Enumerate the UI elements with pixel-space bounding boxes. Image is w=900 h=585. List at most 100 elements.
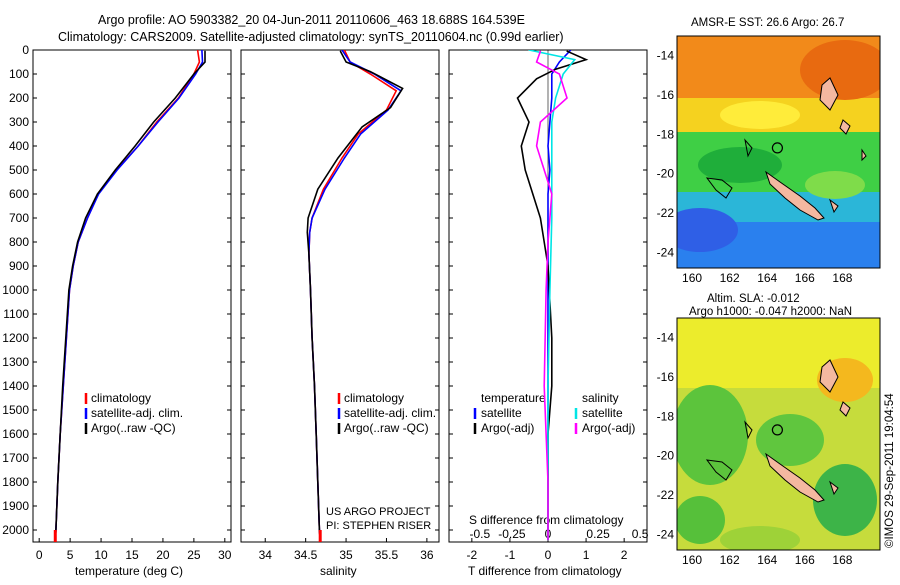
sal-data-point — [309, 289, 312, 291]
legend-title-temperature: temperature — [481, 391, 546, 405]
sla-lat-label: -16 — [657, 370, 675, 384]
sal-data-point — [324, 188, 326, 190]
sla-lat-label: -18 — [657, 409, 675, 423]
depth-tick-label: 300 — [9, 115, 29, 129]
diff-data-point — [551, 385, 553, 387]
sal-data-point — [402, 87, 404, 89]
salinity-xlabel: salinity — [320, 564, 357, 578]
temp-data-point — [174, 97, 176, 99]
depth-tick-label: 1300 — [2, 355, 29, 369]
diff-data-point — [551, 169, 553, 171]
legend-title-salinity: salinity — [582, 391, 619, 405]
diff-data-point — [551, 337, 553, 339]
temp-xtick-label: 30 — [218, 548, 232, 562]
temp-data-point — [195, 73, 197, 75]
sal-series-group — [306, 50, 404, 542]
sla-lat-label: -24 — [657, 527, 675, 541]
sst-lat-label: -16 — [657, 88, 675, 102]
diff-data-point — [549, 169, 551, 171]
temp-data-point — [68, 289, 70, 291]
sst-map-coast — [705, 77, 867, 221]
sla-lon-label: 162 — [720, 553, 740, 567]
sla-map-frame — [676, 317, 881, 551]
sal-data-point — [308, 253, 310, 255]
sla-lat-label: -14 — [657, 331, 675, 345]
diff-data-point — [558, 61, 561, 63]
diff-data-point — [551, 217, 553, 219]
sla-lon-label: 164 — [757, 553, 777, 567]
diff-data-point — [536, 145, 538, 147]
sal-xtick-label: 36 — [420, 548, 434, 562]
diff-data-point — [536, 78, 538, 80]
diff-data-point — [555, 68, 557, 70]
depth-tick-label: 400 — [9, 139, 29, 153]
legend-label-s-argo: Argo(-adj) — [582, 421, 635, 435]
sal-data-point — [357, 133, 359, 135]
sal-data-point — [361, 126, 363, 128]
temp-xtick-label: 20 — [156, 548, 170, 562]
sal-data-point — [311, 217, 313, 219]
sal-data-point — [395, 90, 397, 92]
temp-series-climatology — [54, 50, 201, 540]
sal-data-point — [345, 61, 347, 63]
sal-data-point — [307, 217, 309, 219]
sla-map-title-2: Argo h1000: -0.047 h2000: NaN — [689, 306, 852, 318]
sal-data-point — [337, 157, 339, 159]
depth-tick-label: 1800 — [2, 475, 29, 489]
depth-tick-label: 1200 — [2, 331, 29, 345]
sla-lat-label: -20 — [657, 449, 675, 463]
temp-data-point — [57, 481, 59, 483]
diff-data-point — [532, 193, 534, 195]
temp-data-point — [59, 433, 61, 435]
diff-series-group — [516, 50, 589, 541]
temp-series-argo — [54, 51, 206, 540]
diff-data-point — [547, 241, 549, 243]
sal-data-point — [389, 107, 392, 109]
sla-map-field — [677, 318, 880, 550]
diff-data-point — [549, 289, 551, 291]
diff-data-point — [539, 121, 542, 123]
sal-data-point — [343, 50, 345, 51]
sst-lat-label: -18 — [657, 127, 675, 141]
tick-layer: 0100200300400500600700800900100011001200… — [2, 43, 852, 567]
diff-series-temperature-satellite — [547, 50, 572, 540]
temp-data-point — [153, 121, 155, 123]
temp-data-point — [72, 265, 74, 267]
temp-data-point — [198, 61, 200, 63]
salinity-axes — [240, 49, 440, 543]
sal-data-point — [315, 433, 317, 435]
diff-data-point — [547, 481, 549, 483]
diff-data-point — [539, 50, 542, 52]
diff-data-point — [516, 97, 519, 99]
temp-xtick-label: 10 — [94, 548, 108, 562]
diff-top-tick-label: -0.25 — [498, 527, 526, 541]
difference-legend: temperature salinity satellite Argo(-adj… — [473, 391, 635, 435]
sst-lon-label: 164 — [757, 271, 777, 285]
depth-tick-label: 1700 — [2, 451, 29, 465]
temp-data-point — [137, 145, 139, 147]
diff-data-point — [528, 121, 530, 123]
temp-data-point — [201, 50, 203, 51]
temp-data-point — [204, 61, 206, 63]
diff-xtick-label: -2 — [467, 548, 478, 562]
salinity-legend: climatology satellite-adj. clim. Argo(..… — [337, 391, 436, 435]
sal-xtick-label: 35 — [339, 548, 353, 562]
diff-data-point — [566, 97, 568, 99]
temp-data-point — [65, 337, 67, 339]
depth-tick-label: 1500 — [2, 403, 29, 417]
legend-label-sat: satellite-adj. clim. — [91, 406, 183, 420]
sst-float-marker — [771, 142, 784, 154]
sal-data-point — [343, 157, 345, 159]
diff-xtick-label: -1 — [505, 548, 516, 562]
depth-tick-label: 1400 — [2, 379, 29, 393]
diff-data-point — [545, 289, 547, 291]
diff-data-point — [520, 145, 522, 147]
sst-map-field — [677, 36, 880, 268]
sal-data-point — [341, 50, 343, 51]
legend-label-t-sat: satellite — [481, 406, 522, 420]
diff-data-point — [547, 385, 549, 387]
depth-tick-label: 1100 — [3, 307, 29, 321]
legend-label-t-argo: Argo(-adj) — [481, 421, 534, 435]
diff-data-point — [549, 121, 551, 123]
sal-data-point — [322, 188, 324, 190]
